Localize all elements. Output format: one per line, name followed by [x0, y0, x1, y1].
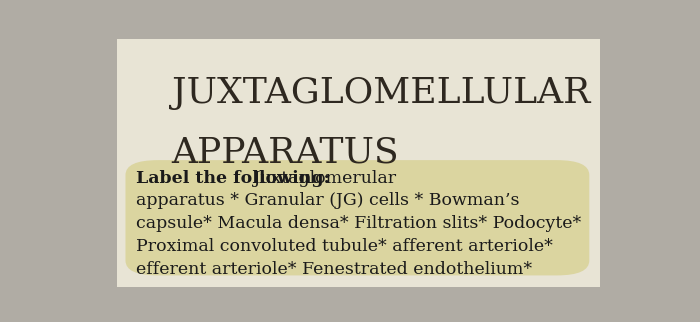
Text: Juxtaglomerular: Juxtaglomerular	[248, 170, 396, 186]
Text: apparatus * Granular (JG) cells * Bowman’s: apparatus * Granular (JG) cells * Bowman…	[136, 192, 520, 209]
FancyBboxPatch shape	[125, 160, 589, 275]
Text: Label the following:: Label the following:	[136, 170, 330, 186]
Text: JUXTAGLOMELLULAR: JUXTAGLOMELLULAR	[172, 76, 590, 110]
Text: efferent arteriole* Fenestrated endothelium*: efferent arteriole* Fenestrated endothel…	[136, 261, 533, 278]
FancyBboxPatch shape	[118, 39, 600, 287]
Text: capsule* Macula densa* Filtration slits* Podocyte*: capsule* Macula densa* Filtration slits*…	[136, 215, 582, 232]
Text: Proximal convoluted tubule* afferent arteriole*: Proximal convoluted tubule* afferent art…	[136, 238, 553, 255]
Text: APPARATUS: APPARATUS	[172, 136, 399, 170]
